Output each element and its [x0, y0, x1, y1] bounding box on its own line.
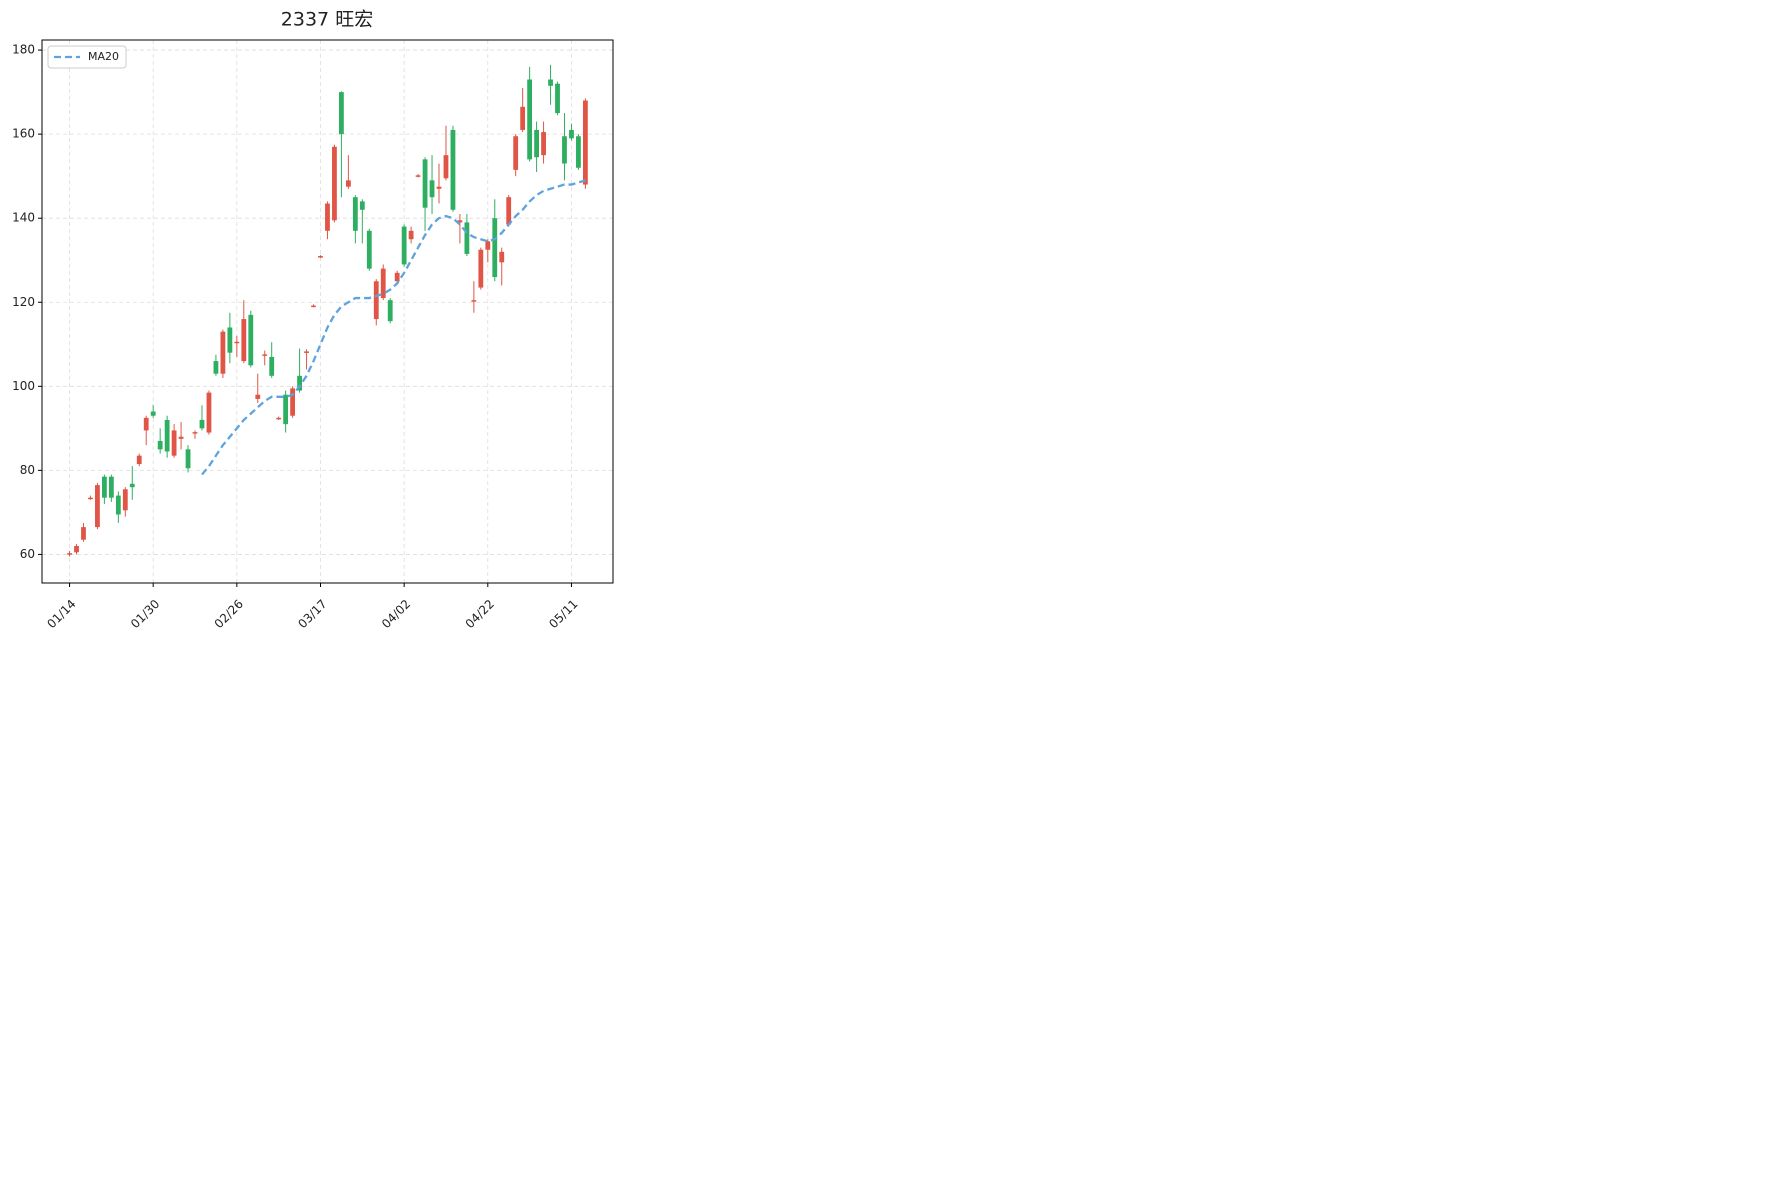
candle-body — [283, 394, 289, 425]
candle-body — [541, 132, 546, 156]
candle-body — [443, 155, 449, 179]
y-tick-label: 100 — [12, 379, 35, 393]
candle-body — [150, 411, 156, 416]
candle-body — [129, 483, 135, 488]
candle-body — [136, 455, 142, 465]
legend-box — [47, 45, 127, 69]
candle-body — [471, 300, 477, 302]
y-tick-label: 140 — [12, 211, 35, 225]
candle-body — [352, 197, 358, 231]
x-tick-label: 02/26 — [212, 597, 246, 631]
candle-body — [185, 449, 191, 469]
candle-body — [534, 129, 539, 158]
x-tick-label: 05/11 — [546, 597, 580, 631]
candle-body — [478, 249, 484, 288]
candle-body — [122, 489, 128, 511]
candle-body — [485, 241, 491, 250]
candle-body — [192, 432, 198, 434]
candle-body — [359, 201, 365, 210]
candle-body — [74, 546, 79, 553]
y-tick-label: 60 — [20, 547, 35, 561]
candle-body — [527, 79, 533, 160]
candle-body — [457, 220, 463, 223]
candle-body — [576, 136, 581, 168]
candle-body — [157, 440, 163, 450]
candle-body — [81, 527, 86, 540]
candle-body — [67, 553, 72, 555]
candle-body — [269, 356, 275, 376]
y-tick-label: 80 — [20, 463, 35, 477]
candle-body — [115, 495, 121, 515]
candle-body — [88, 497, 93, 500]
candle-body — [101, 476, 107, 498]
candle-body — [318, 256, 323, 258]
candle-body — [248, 314, 254, 366]
legend-label: MA20 — [88, 50, 119, 63]
candle-body — [164, 419, 170, 452]
candle-body — [304, 351, 309, 353]
candle-body — [171, 430, 177, 456]
candle-body — [297, 375, 302, 391]
x-tick-label: 01/14 — [44, 597, 78, 631]
candle-body — [234, 341, 240, 344]
candle-body — [339, 92, 344, 135]
candle-body — [178, 436, 184, 439]
plot-frame — [41, 39, 614, 584]
candle-body — [220, 331, 226, 374]
x-tick-label: 01/30 — [128, 597, 162, 631]
candle-body — [345, 180, 351, 187]
candle-body — [311, 305, 316, 308]
candle-body — [464, 222, 470, 254]
candle-body — [387, 300, 393, 322]
candle-body — [492, 218, 498, 278]
candle-body — [227, 327, 233, 353]
candle-body — [422, 159, 428, 208]
candle-body — [548, 79, 553, 86]
y-tick-label: 120 — [12, 295, 35, 309]
candle-body — [513, 136, 519, 170]
x-tick-label: 04/02 — [379, 597, 413, 631]
candle-body — [108, 476, 114, 498]
candle-body — [213, 361, 219, 374]
candle-body — [562, 136, 567, 164]
y-tick-label: 180 — [12, 43, 35, 57]
candle-body — [373, 281, 379, 320]
candle-body — [143, 417, 149, 431]
candle-body — [436, 186, 442, 189]
ma-line — [201, 179, 586, 476]
x-tick-label: 04/22 — [463, 597, 497, 631]
candle-body — [276, 417, 282, 420]
candle-body — [506, 197, 512, 225]
candle-body — [95, 485, 100, 528]
candle-body — [450, 129, 456, 210]
candle-body — [429, 180, 435, 198]
y-tick-label: 160 — [12, 127, 35, 141]
candle-body — [206, 392, 212, 433]
candle-body — [366, 230, 372, 269]
candle-body — [290, 388, 296, 416]
candle-body — [555, 83, 560, 114]
candle-body — [325, 203, 330, 231]
candle-body — [241, 319, 247, 362]
candle-body — [520, 106, 526, 130]
candle-body — [262, 354, 268, 356]
candle-body — [415, 175, 421, 177]
candle-body — [199, 419, 205, 429]
candle-body — [255, 394, 261, 399]
candle-body — [408, 230, 414, 240]
candle-body — [332, 146, 337, 221]
candle-body — [380, 268, 386, 299]
candle-body — [499, 251, 505, 263]
chart-title: 2337 旺宏 — [281, 9, 373, 31]
candle-body — [401, 226, 407, 265]
candle-body — [582, 100, 588, 185]
candle-body — [394, 272, 400, 282]
candle-body — [569, 129, 574, 139]
x-tick-label: 03/17 — [295, 597, 329, 631]
